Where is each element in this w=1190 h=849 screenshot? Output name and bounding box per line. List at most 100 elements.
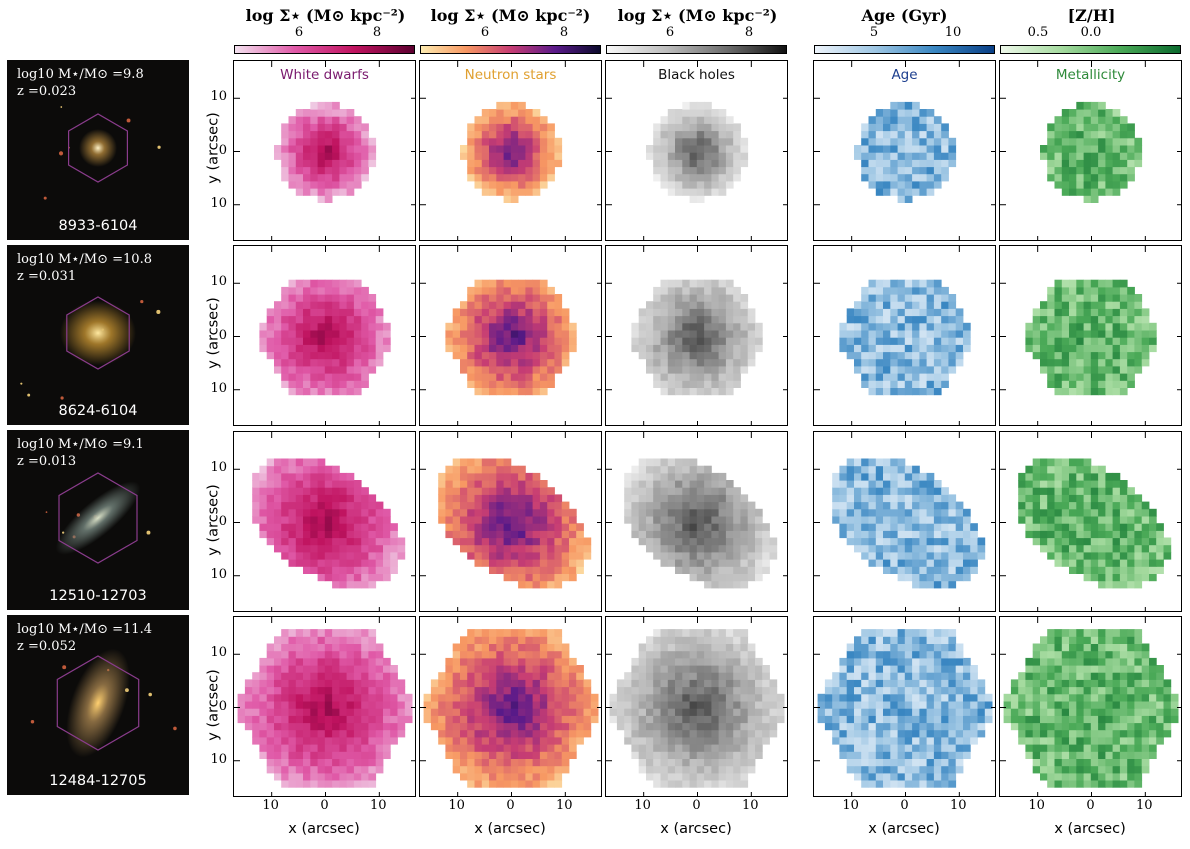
map-pixel [481,480,490,488]
map-pixel [762,679,770,688]
map-pixel [667,494,676,503]
map-pixel [547,516,555,524]
map-pixel [554,523,563,531]
map-pixel [696,286,705,295]
map-pixel [941,544,949,553]
map-pixel [897,130,906,139]
map-pixel [1105,344,1114,353]
map-pixel [624,672,632,680]
map-pixel [339,530,348,539]
map-pixel [704,480,712,488]
map-pixel [332,301,340,309]
map-pixel [675,130,683,139]
map-pixel [1098,494,1106,503]
map-pixel [941,566,949,574]
map-pixel [1105,365,1114,374]
map-pixel [1119,308,1128,317]
map-pixel [467,551,475,560]
map-pixel [1112,152,1121,160]
map-pixel [948,544,957,553]
map-pixel [682,330,690,338]
map-pixel [653,308,661,317]
map-pixel [963,744,971,752]
map-pixel [904,301,913,309]
map-pixel [569,693,577,702]
map-pixel [361,365,369,374]
map-pixel [539,116,548,124]
map-pixel [933,494,942,503]
map-pixel [266,322,275,331]
map-pixel [525,472,534,481]
map-pixel [1105,580,1114,589]
map-pixel [561,358,570,367]
map-pixel [510,166,519,175]
map-pixel [383,322,391,331]
map-pixel [547,665,555,673]
map-pixel [368,679,377,688]
map-pixel [390,708,398,716]
map-pixel [310,487,318,495]
map-pixel [295,508,304,517]
map-pixel [368,693,377,702]
map-pixel [503,137,512,146]
map-pixel [1149,573,1157,582]
map-pixel [346,722,355,731]
map-pixel [569,715,577,724]
map-pixel [1047,480,1055,488]
map-pixel [941,501,949,510]
map-pixel [1098,116,1106,124]
map-pixel [518,693,526,702]
map-pixel [904,109,913,117]
map-pixel [883,387,891,396]
map-pixel [288,672,297,680]
map-pixel [696,472,705,481]
map-pixel [970,551,978,560]
map-pixel [653,544,661,553]
map-pixel [339,537,348,546]
map-pixel [489,123,497,132]
map-pixel [510,301,519,309]
map-pixel [460,508,468,517]
map-pixel [576,523,584,531]
map-pixel [883,351,891,360]
map-pixel [883,772,891,781]
map-pixel [361,643,369,652]
map-pixel [733,344,741,353]
map-pixel [324,101,333,110]
map-pixel [1054,380,1063,388]
map-pixel [532,123,541,132]
map-pixel [747,308,756,317]
map-pixel [503,330,512,338]
map-pixel [740,729,749,738]
map-pixel [660,772,669,781]
map-pixel [667,137,676,146]
map-pixel [675,516,683,524]
map-pixel [525,751,534,759]
map-pixel [1090,279,1099,288]
map-pixel [711,544,720,553]
map-pixel [452,523,461,531]
map-pixel [883,744,891,752]
map-pixel [1032,322,1041,331]
map-pixel [339,715,348,724]
map-pixel [397,537,406,546]
map-pixel [332,358,340,367]
map-pixel [868,465,877,474]
map-pixel [1018,508,1026,517]
map-panel-age [813,431,996,612]
map-pixel [288,686,297,695]
map-pixel [353,679,362,688]
map-pixel [295,130,304,139]
map-pixel [631,501,640,510]
map-pixel [295,758,304,767]
map-pixel [445,480,454,488]
map-pixel [1054,279,1063,288]
map-pixel [532,679,541,688]
map-pixel [667,365,676,374]
map-pixel [970,722,978,731]
map-pixel [554,643,563,652]
map-pixel [740,508,749,517]
map-pixel [1083,465,1092,474]
map-pixel [868,387,877,396]
map-pixel [532,501,541,510]
